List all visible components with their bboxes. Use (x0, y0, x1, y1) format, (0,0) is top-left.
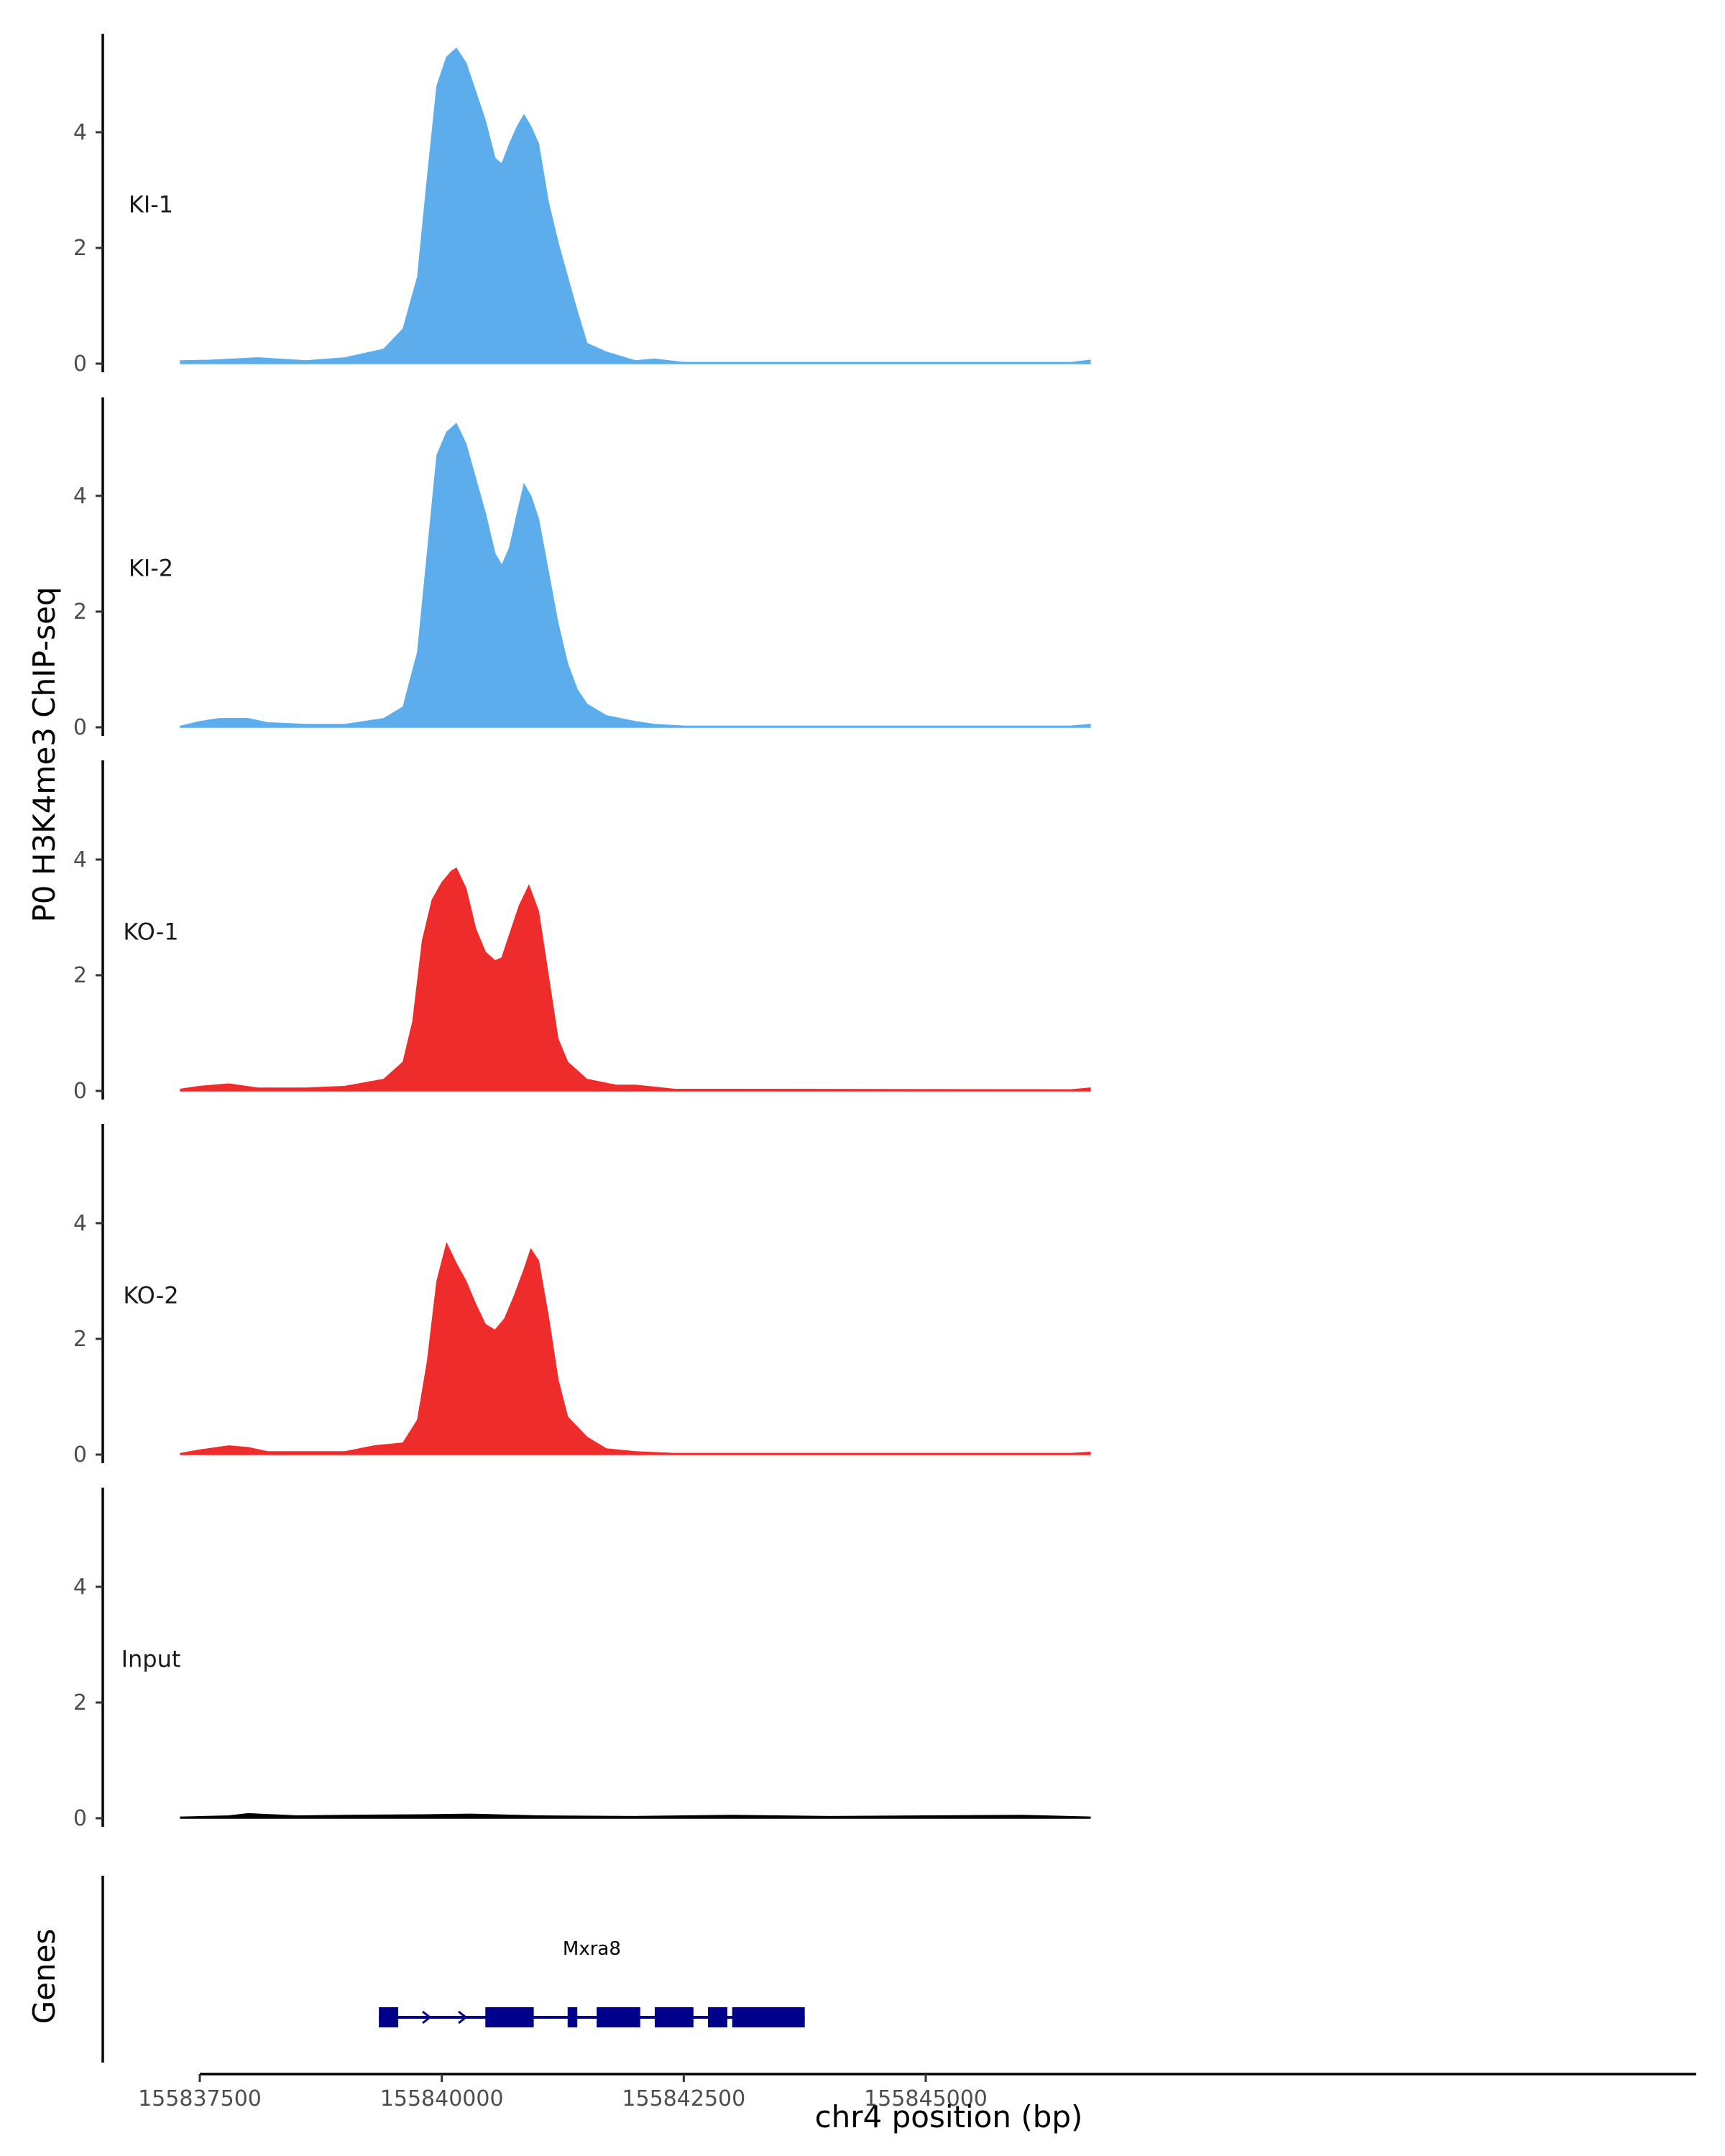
track-label: KO-2 (123, 1282, 178, 1309)
gene-exon (379, 2007, 399, 2027)
y-tick-label: 4 (73, 847, 87, 872)
signal-area-ki-1 (180, 47, 1091, 364)
gene-exon (485, 2007, 534, 2027)
track-ko-2: 0 2 4 KO-2 (73, 1124, 1091, 1468)
gene-exon (708, 2007, 727, 2027)
track-label: KO-1 (123, 918, 178, 946)
signal-area-input (180, 1812, 1091, 1819)
y-tick-label: 0 (73, 351, 87, 377)
track-label: KI-1 (129, 191, 173, 218)
strand-arrow-icon (458, 2010, 468, 2024)
y-tick-label: 2 (73, 1327, 87, 1352)
signal-area-ko-1 (180, 867, 1091, 1092)
x-axis: 155837500 155840000 155842500 155845000 (138, 2073, 1696, 2111)
y-tick-label: 2 (73, 1690, 87, 1715)
y-tick-label: 0 (73, 715, 87, 740)
x-tick-label: 155837500 (138, 2086, 262, 2111)
x-tick-label: 155845000 (864, 2086, 988, 2111)
gene-exon (732, 2007, 805, 2027)
strand-arrow-icon (422, 2010, 432, 2024)
signal-area-ko-2 (180, 1242, 1091, 1455)
x-tick-label: 155840000 (380, 2086, 504, 2111)
y-tick-label: 2 (73, 236, 87, 261)
y-axis-title: P0 H3K4me3 ChIP-seq (27, 586, 62, 922)
track-ko-1: 0 2 4 KO-1 (73, 760, 1091, 1104)
y-tick-label: 0 (73, 1442, 87, 1468)
gene-exon (597, 2007, 640, 2027)
track-label: KI-2 (129, 555, 173, 582)
y-tick-label: 4 (73, 1575, 87, 1600)
y-tick-label: 2 (73, 599, 87, 625)
y-tick-label: 4 (73, 1211, 87, 1236)
gene-exon (654, 2007, 694, 2027)
genes-axis-title: Genes (27, 1929, 62, 2024)
x-axis-title: chr4 position (bp) (815, 2099, 1083, 2134)
gene-name-label: Mxra8 (563, 1938, 621, 1960)
y-tick-label: 2 (73, 963, 87, 988)
tracks-group: 0 2 4 KI-1 0 2 4 KI-2 0 2 4 KO-1 0 2 4 KO-2 0 2 4 Input (73, 34, 1091, 1831)
track-ki-1: 0 2 4 KI-1 (73, 34, 1091, 377)
signal-area-ki-2 (180, 423, 1091, 728)
gene-exon (567, 2007, 578, 2027)
genes-panel: Mxra8 (101, 1876, 805, 2063)
y-tick-label: 0 (73, 1806, 87, 1831)
y-tick-label: 0 (73, 1079, 87, 1104)
y-tick-label: 4 (73, 484, 87, 509)
y-tick-label: 4 (73, 120, 87, 145)
track-input: 0 2 4 Input (73, 1488, 1091, 1831)
x-tick-label: 155842500 (622, 2086, 745, 2111)
track-ki-2: 0 2 4 KI-2 (73, 397, 1091, 740)
track-label: Input (121, 1646, 181, 1673)
